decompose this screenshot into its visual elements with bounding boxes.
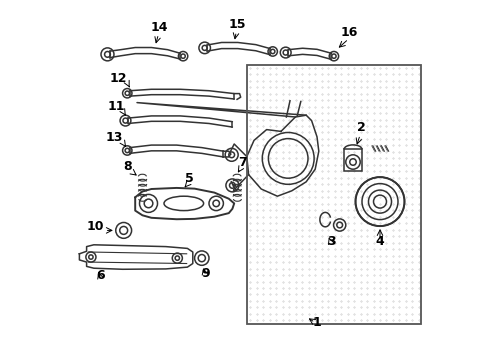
Text: 16: 16 (341, 26, 358, 39)
Text: 11: 11 (108, 100, 125, 113)
Text: 3: 3 (327, 235, 336, 248)
Text: 4: 4 (376, 235, 384, 248)
Text: 13: 13 (106, 131, 123, 144)
Text: 15: 15 (229, 18, 246, 31)
Text: 10: 10 (87, 220, 104, 233)
Text: 5: 5 (185, 172, 194, 185)
Text: 12: 12 (110, 72, 127, 85)
Text: 9: 9 (201, 267, 210, 280)
Bar (247, 65, 421, 324)
Text: 6: 6 (97, 269, 105, 282)
Text: 8: 8 (123, 160, 132, 173)
Text: 2: 2 (357, 121, 365, 134)
Text: 14: 14 (151, 21, 169, 34)
Text: 1: 1 (313, 316, 321, 329)
Text: 7: 7 (238, 156, 246, 168)
Bar (344, 149, 362, 171)
